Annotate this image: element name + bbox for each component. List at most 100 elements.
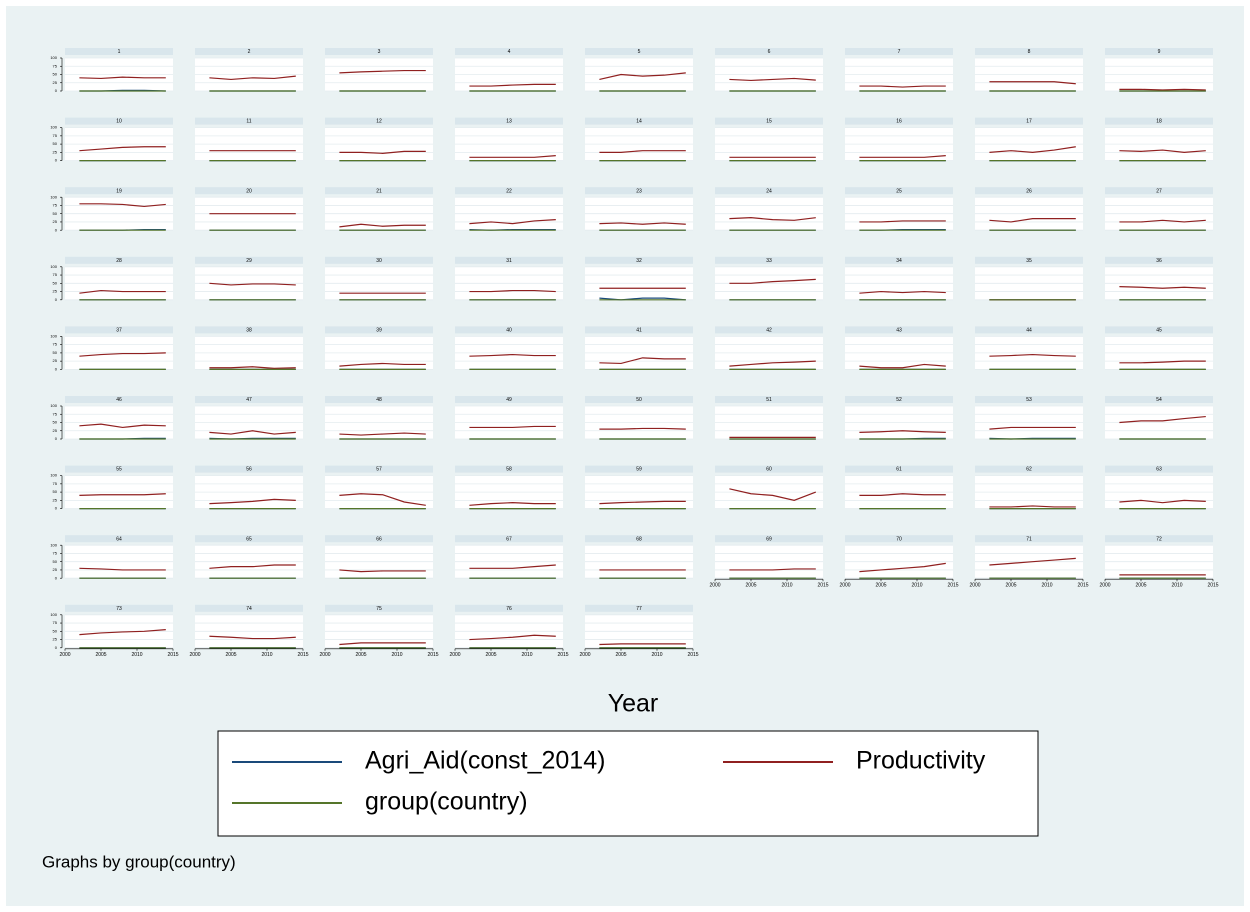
panel-header xyxy=(65,465,173,473)
series-line xyxy=(729,217,816,221)
panel-title: 49 xyxy=(506,397,512,403)
panel-title: 2 xyxy=(248,49,251,55)
panel-header xyxy=(845,326,953,334)
y-tick-label: 100 xyxy=(50,542,57,547)
panel-title: 40 xyxy=(506,328,512,334)
series-line xyxy=(469,219,556,225)
series-line xyxy=(599,500,686,505)
y-tick-label: 0 xyxy=(55,506,58,511)
x-tick-label: 2010 xyxy=(521,652,532,658)
panel-header xyxy=(1105,465,1213,473)
panel-header xyxy=(325,326,433,334)
panel-title: 36 xyxy=(1156,258,1162,264)
series-line xyxy=(1119,286,1206,289)
x-tick-label: 2000 xyxy=(449,652,460,658)
panel-header xyxy=(585,117,693,125)
x-tick-label: 2010 xyxy=(261,652,272,658)
panel-title: 9 xyxy=(1158,49,1161,55)
panel-title: 61 xyxy=(896,467,902,473)
panel-title: 55 xyxy=(116,467,122,473)
y-tick-label: 100 xyxy=(50,55,57,60)
panel-header xyxy=(195,117,303,125)
y-tick-label: 100 xyxy=(50,194,57,199)
panel-title: 23 xyxy=(636,188,642,194)
panel-header xyxy=(975,396,1083,403)
series-line xyxy=(79,289,166,294)
panel-title: 41 xyxy=(636,328,642,334)
panel-title: 14 xyxy=(636,119,642,125)
panel-header xyxy=(975,465,1083,473)
x-tick-label: 2005 xyxy=(875,583,886,589)
series-line xyxy=(859,562,946,573)
series-line xyxy=(339,362,426,367)
series-line xyxy=(469,564,556,569)
series-line xyxy=(339,150,426,154)
panel-title: 32 xyxy=(636,258,642,264)
panel-header xyxy=(845,535,953,543)
x-tick-label: 2010 xyxy=(781,583,792,589)
x-tick-label: 2005 xyxy=(1005,583,1016,589)
panel-header xyxy=(585,326,693,334)
series-line xyxy=(79,203,166,208)
y-tick-label: 50 xyxy=(53,420,58,425)
series-line xyxy=(339,432,426,436)
x-tick-label: 2000 xyxy=(579,652,590,658)
panel-header xyxy=(585,48,693,55)
x-tick-label: 2015 xyxy=(1077,583,1088,589)
panel-title: 35 xyxy=(1026,258,1032,264)
panel-header xyxy=(1105,117,1213,125)
series-line xyxy=(209,430,296,435)
panel-header xyxy=(65,396,173,403)
y-tick-label: 0 xyxy=(55,366,58,371)
panel-title: 10 xyxy=(116,119,122,125)
series-line xyxy=(79,352,166,357)
panel-title: 18 xyxy=(1156,119,1162,125)
panel-header xyxy=(585,465,693,473)
panel-title: 5 xyxy=(638,49,641,55)
y-tick-label: 75 xyxy=(53,411,58,416)
panel-title: 16 xyxy=(896,119,902,125)
panel-header xyxy=(1105,396,1213,403)
panel-header xyxy=(715,256,823,264)
series-line xyxy=(469,289,556,293)
series-line xyxy=(469,425,556,429)
panel-title: 11 xyxy=(246,119,251,125)
panel-title: 64 xyxy=(116,536,122,542)
panel-header xyxy=(715,465,823,473)
panel-title: 19 xyxy=(116,188,122,194)
panel-header xyxy=(715,535,823,543)
panel-title: 56 xyxy=(246,467,252,473)
panel-header xyxy=(325,187,433,195)
series-line xyxy=(79,567,166,571)
x-tick-label: 2000 xyxy=(59,652,70,658)
panel-header xyxy=(975,48,1083,55)
x-tick-label: 2005 xyxy=(485,652,496,658)
panel-header xyxy=(65,604,173,612)
y-tick-label: 75 xyxy=(53,551,58,556)
y-tick-label: 25 xyxy=(53,149,58,154)
series-line xyxy=(599,222,686,225)
panel-header xyxy=(195,465,303,473)
panel-header xyxy=(455,396,563,403)
x-tick-label: 2010 xyxy=(1041,583,1052,589)
panel-title: 51 xyxy=(766,397,772,403)
x-tick-label: 2015 xyxy=(297,652,308,658)
panel-header xyxy=(715,48,823,55)
series-line xyxy=(989,81,1076,85)
x-tick-label: 2010 xyxy=(1171,583,1182,589)
y-tick-label: 0 xyxy=(55,297,58,302)
panel-header xyxy=(715,117,823,125)
y-tick-label: 50 xyxy=(53,489,58,494)
panel-header xyxy=(1105,326,1213,334)
y-tick-label: 25 xyxy=(53,567,58,572)
panel-title: 7 xyxy=(898,49,901,55)
series-line xyxy=(599,72,686,81)
panel-header xyxy=(1105,535,1213,543)
series-line xyxy=(1119,415,1206,424)
panel-header xyxy=(715,326,823,334)
panel-title: 76 xyxy=(506,606,512,612)
panel-title: 77 xyxy=(636,606,642,612)
y-tick-label: 25 xyxy=(53,428,58,433)
series-line xyxy=(339,642,426,646)
panel-title: 63 xyxy=(1156,467,1162,473)
